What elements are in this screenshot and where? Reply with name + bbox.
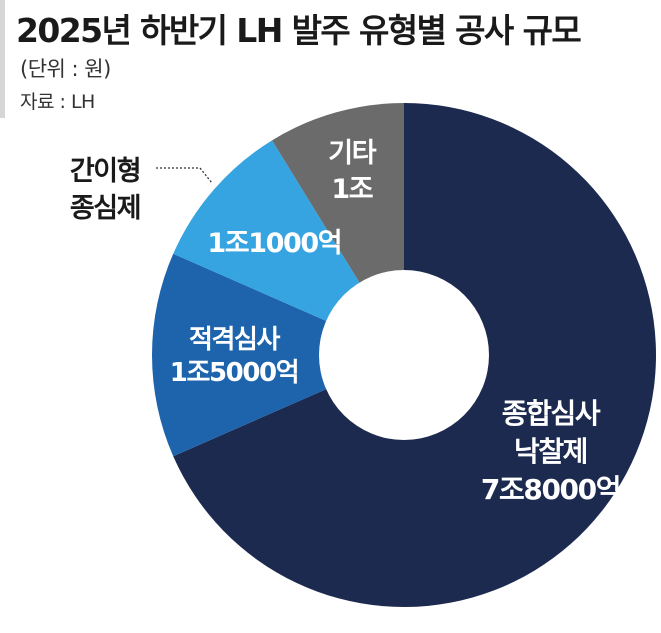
slice-label-3: 1조1000억: [207, 228, 341, 259]
pie-slice-2: [152, 253, 404, 457]
side-accent-bar: [0, 0, 5, 118]
callout-label: 간이형 종심제: [70, 156, 140, 224]
slice-label-4: 기타 1조: [328, 138, 376, 205]
source-note: 자료 : LH: [20, 91, 95, 113]
chart-title: 2025년 하반기 LH 발주 유형별 공사 규모: [16, 11, 582, 50]
callout-leader-line-end: [199, 167, 213, 184]
unit-note: (단위 : 원): [20, 57, 111, 81]
slice-label-2: 적격심사 1조5000억: [170, 325, 299, 388]
slice-label-1: 종합심사 낙찰제 7조8000억: [481, 397, 620, 506]
donut-hole: [319, 270, 489, 440]
